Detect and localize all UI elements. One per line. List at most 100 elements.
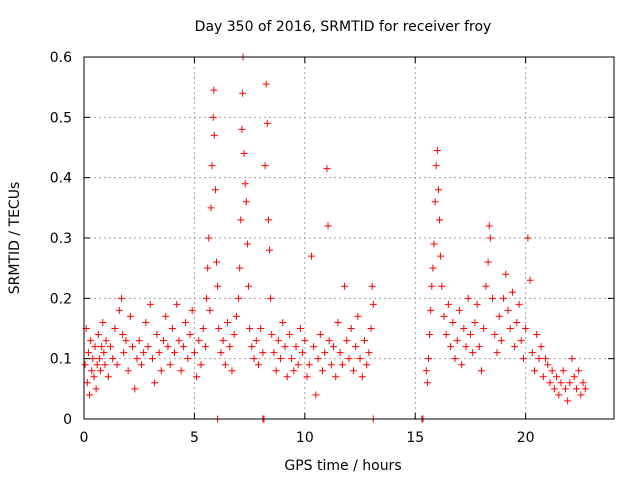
data-point: [548, 367, 556, 375]
data-point: [557, 379, 565, 387]
data-point: [245, 282, 253, 290]
data-point: [209, 113, 217, 121]
data-point: [425, 355, 432, 363]
data-point: [120, 349, 128, 357]
data-point: [485, 222, 493, 230]
data-point: [101, 361, 109, 369]
data-point: [214, 282, 222, 290]
data-point: [206, 306, 214, 314]
data-point: [173, 300, 181, 308]
data-point: [232, 312, 240, 320]
data-point: [195, 337, 203, 345]
data-point: [321, 349, 329, 357]
data-point: [430, 240, 438, 248]
data-point: [129, 343, 137, 351]
data-point: [575, 367, 583, 375]
data-point: [429, 264, 437, 272]
data-point: [179, 343, 187, 351]
data-point: [432, 162, 440, 170]
data-point: [235, 294, 243, 302]
data-point: [283, 373, 291, 381]
data-point: [267, 294, 275, 302]
data-point: [360, 337, 368, 345]
data-point: [533, 331, 541, 339]
data-point: [537, 343, 545, 351]
data-point: [332, 373, 340, 381]
data-point: [497, 337, 505, 345]
data-point: [199, 325, 207, 332]
data-point: [285, 331, 293, 339]
data-point: [272, 367, 280, 375]
data-point: [119, 331, 127, 339]
data-point: [131, 385, 139, 393]
data-point: [323, 165, 331, 173]
data-point: [471, 318, 479, 326]
data-point: [572, 385, 580, 393]
data-point: [515, 300, 523, 308]
x-axis-ticks: 0 5 10 15 20: [80, 57, 535, 446]
data-point: [87, 337, 95, 345]
data-point: [493, 349, 501, 357]
y-tick-label: 0.2: [50, 291, 72, 307]
data-point: [482, 282, 490, 290]
data-point: [92, 385, 100, 393]
data-point: [208, 162, 216, 170]
data-point: [277, 355, 285, 363]
data-point: [210, 86, 218, 94]
data-point: [436, 216, 444, 224]
data-point: [422, 367, 430, 375]
data-point: [230, 331, 238, 339]
data-point: [466, 331, 474, 339]
data-point: [303, 373, 311, 381]
data-point: [111, 325, 119, 332]
data-point: [243, 240, 251, 248]
data-point: [336, 349, 344, 357]
data-point: [175, 337, 183, 345]
data-point: [438, 282, 446, 290]
data-point: [314, 355, 322, 363]
data-point: [246, 325, 254, 332]
data-point: [99, 318, 107, 326]
data-point: [546, 379, 554, 387]
data-point: [151, 379, 159, 387]
data-point: [347, 325, 355, 332]
data-point: [171, 349, 179, 357]
data-points: [81, 53, 589, 423]
data-point: [221, 361, 229, 369]
data-point: [228, 367, 236, 375]
data-point: [95, 355, 103, 363]
data-point: [462, 343, 470, 351]
data-point: [292, 343, 300, 351]
data-point: [535, 355, 543, 363]
data-point: [561, 385, 569, 393]
data-point: [88, 367, 96, 375]
data-point: [296, 325, 304, 332]
data-point: [475, 343, 483, 351]
data-point: [367, 325, 375, 332]
data-point: [581, 385, 589, 393]
data-point: [160, 337, 167, 345]
data-point: [553, 373, 561, 381]
data-point: [528, 349, 536, 357]
data-point: [455, 306, 463, 314]
data-point: [279, 318, 287, 326]
data-point: [211, 186, 219, 194]
data-point: [555, 391, 563, 399]
data-point: [203, 294, 211, 302]
data-point: [504, 306, 512, 314]
data-point: [182, 318, 190, 326]
x-tick-label: 15: [406, 430, 424, 446]
data-point: [330, 343, 338, 351]
y-tick-label: 0.5: [50, 110, 72, 126]
data-point: [144, 343, 152, 351]
y-tick-label: 0.6: [50, 50, 72, 66]
data-point: [124, 367, 132, 375]
data-point: [266, 246, 273, 254]
data-point: [473, 300, 481, 308]
data-point: [84, 349, 92, 357]
data-point: [352, 343, 360, 351]
data-point: [135, 337, 143, 345]
data-point: [464, 294, 472, 302]
y-tick-label: 0.4: [50, 171, 72, 187]
data-point: [522, 325, 530, 332]
